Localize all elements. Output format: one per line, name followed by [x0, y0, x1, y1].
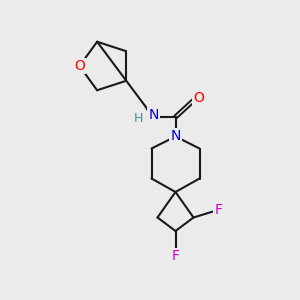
Text: N: N [148, 108, 159, 122]
Text: O: O [193, 92, 204, 105]
Text: F: F [214, 203, 222, 217]
Text: N: N [170, 130, 181, 143]
Text: O: O [74, 59, 85, 73]
Text: F: F [172, 249, 179, 263]
Text: H: H [134, 112, 144, 125]
